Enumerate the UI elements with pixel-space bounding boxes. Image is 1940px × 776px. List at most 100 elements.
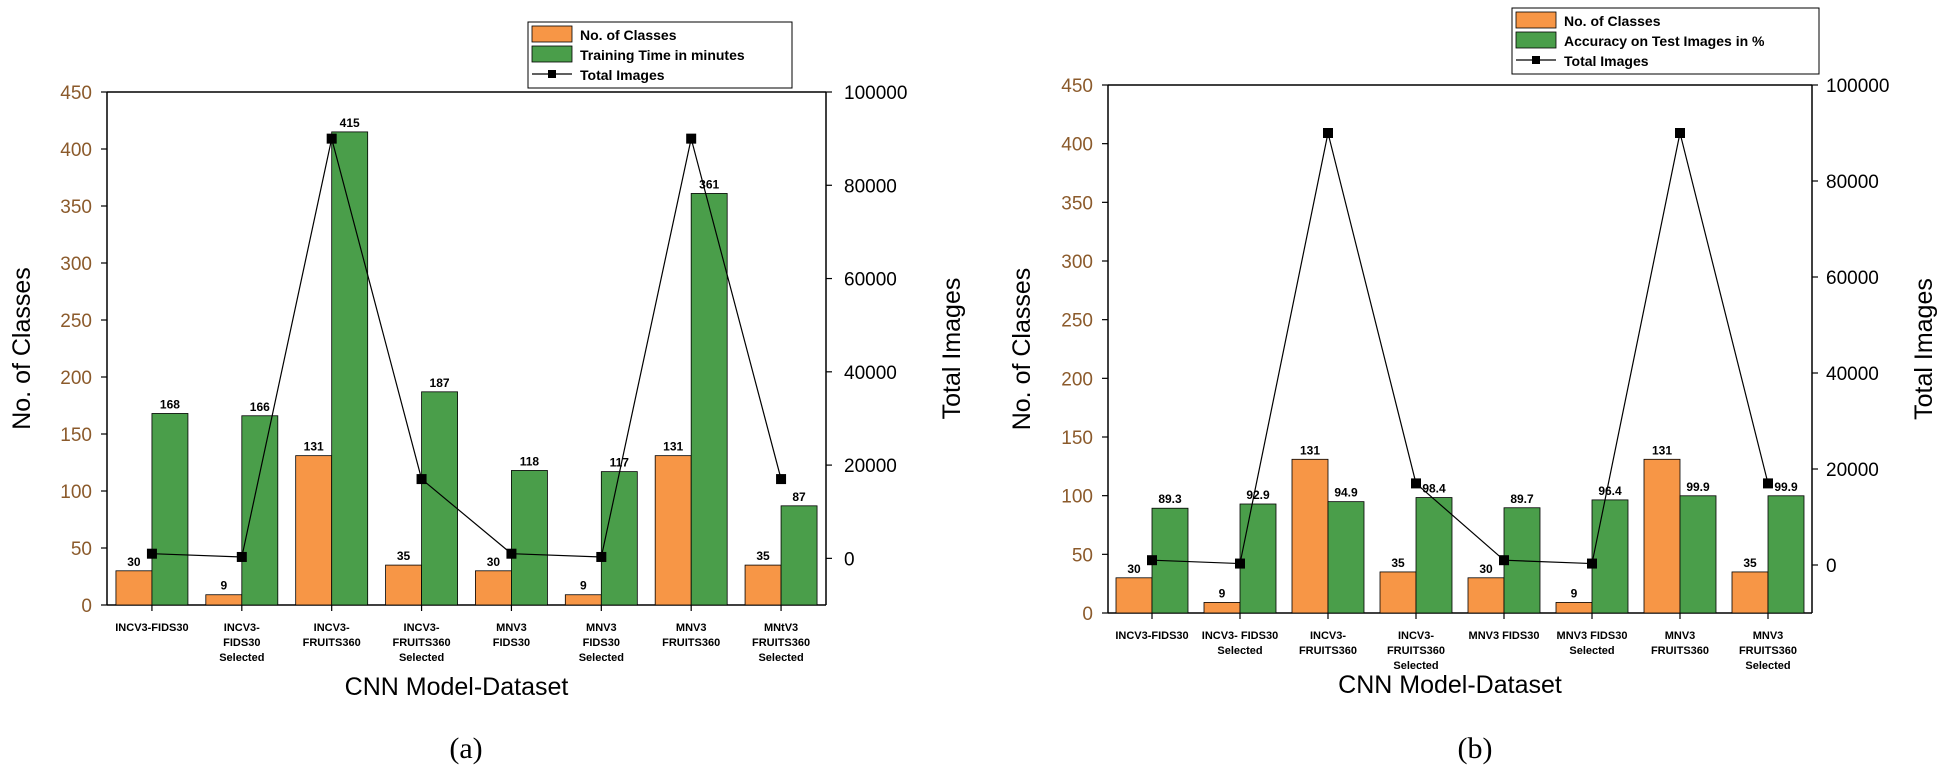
- y2-tick-label: 0: [844, 549, 855, 570]
- bar-data-label: 35: [1391, 556, 1405, 570]
- bar-classes: [654, 455, 692, 606]
- total-images-line: [151, 138, 782, 558]
- bar-data-label: 89.3: [1158, 492, 1182, 506]
- bar-secondary: [1415, 497, 1453, 614]
- bar-secondary: [1767, 495, 1805, 614]
- bar-secondary: [1591, 499, 1629, 614]
- chart-panel-2: 0 50 100 150 200 250 300 350 400 450 0 20000 40000 60…: [1008, 7, 1938, 765]
- legend: No. of Classes Accuracy on Test Images in…: [1511, 7, 1820, 75]
- bar-data-label: 9: [1571, 586, 1578, 600]
- legend-marker: [1532, 56, 1540, 64]
- x-tick-label-line: FIDS30: [583, 637, 620, 649]
- x-tick-label-line: FIDS30: [493, 637, 530, 649]
- bar-data-label: 166: [250, 400, 270, 414]
- legend-label: Total Images: [580, 67, 665, 83]
- y2-tick-label: 60000: [1826, 268, 1879, 289]
- legend-label: Accuracy on Test Images in %: [1564, 33, 1765, 49]
- bar-classes: [385, 564, 422, 606]
- x-tick-label: MNV3 FRUITS360: [1651, 630, 1709, 657]
- legend-label: Training Time in minutes: [580, 47, 745, 63]
- y-axis-title: No. of Classes: [1008, 268, 1036, 431]
- x-tick-label-line: Selected: [1393, 660, 1438, 672]
- y-tick-label: 50: [71, 539, 92, 560]
- bar-secondary: [1679, 495, 1717, 614]
- x-tick-label-line: Selected: [1217, 645, 1262, 657]
- legend-marker: [548, 70, 556, 78]
- total-images-marker: [506, 548, 517, 559]
- x-tick-label-line: FRUITS360: [752, 637, 810, 649]
- y-tick-label: 150: [1061, 428, 1093, 449]
- x-tick-label-line: MNV3: [586, 622, 617, 634]
- bar-data-label: 30: [127, 555, 141, 569]
- bar-data-label: 35: [397, 549, 411, 563]
- bar-classes: [295, 455, 333, 606]
- x-tick-label-line: INCV3-: [404, 622, 440, 634]
- y-tick-label: 300: [1061, 252, 1093, 273]
- legend-swatch: [531, 45, 573, 63]
- bar-classes: [1115, 577, 1153, 614]
- bar-data-label: 131: [304, 440, 324, 454]
- y2-tick-label: 20000: [1826, 460, 1879, 481]
- bar-data-label: 9: [1219, 586, 1226, 600]
- bar-secondary: [511, 470, 548, 606]
- legend-swatch: [1515, 31, 1557, 49]
- bar-data-label: 92.9: [1246, 488, 1270, 502]
- y-tick-label: 450: [60, 83, 92, 104]
- x-tick-label-line: MNV3: [1665, 630, 1696, 642]
- bar-secondary: [690, 193, 728, 606]
- bar-data-label: 94.9: [1334, 486, 1358, 500]
- y-tick-label: 150: [60, 425, 92, 446]
- bar-classes: [1643, 458, 1681, 614]
- total-images-marker: [1675, 128, 1685, 138]
- x-tick-label-line: INCV3-: [314, 622, 350, 634]
- y-tick-label: 0: [81, 596, 92, 617]
- chart-panel-1: 0 50 100 150 200 250 300 350 400 450 0 20000 40000 60…: [8, 21, 966, 765]
- y-tick-label: 450: [1061, 76, 1093, 97]
- bar-classes: [1203, 602, 1241, 614]
- total-images-marker: [326, 133, 337, 144]
- x-tick-label: MNV3 FIDS30: [1469, 630, 1540, 642]
- x-tick-label: MNV3 FRUITS360 Selected: [1739, 630, 1797, 672]
- bar-data-label: 131: [663, 440, 683, 454]
- panel-label: (a): [449, 732, 482, 765]
- total-images-marker: [1587, 558, 1597, 569]
- total-images-marker: [686, 133, 697, 144]
- bar-data-label: 30: [487, 555, 501, 569]
- y2-axis-title: Total Images: [938, 278, 966, 420]
- bar-classes: [744, 564, 782, 606]
- x-tick-label-line: Selected: [399, 652, 444, 664]
- bar-data-label: 87: [792, 490, 806, 504]
- x-tick-label: INCV3- FIDS30 Selected: [219, 622, 264, 664]
- x-tick-label-line: FIDS30: [223, 637, 260, 649]
- y-tick-label: 50: [1072, 545, 1093, 566]
- x-axis-title: CNN Model-Dataset: [1338, 671, 1562, 699]
- x-tick-label-line: Selected: [1569, 645, 1614, 657]
- y2-tick-label: 100000: [844, 83, 907, 104]
- bar-classes: [1379, 571, 1417, 614]
- y-tick-label: 250: [60, 311, 92, 332]
- x-tick-label-line: MNtV3: [764, 622, 798, 634]
- total-images-marker: [236, 551, 247, 562]
- x-tick-label: MNV3 FRUITS360: [662, 622, 720, 649]
- bar-data-label: 99.9: [1686, 480, 1710, 494]
- x-tick-label: MNV3 FIDS30 Selected: [579, 622, 624, 664]
- x-tick-label-line: MNV3 FIDS30: [1469, 630, 1540, 642]
- y-axis-title: No. of Classes: [8, 267, 36, 430]
- x-tick-label-line: Selected: [219, 652, 264, 664]
- total-images-marker: [1763, 478, 1773, 489]
- x-tick-label-line: INCV3-: [1310, 630, 1346, 642]
- x-tick-label-line: FRUITS360: [393, 637, 451, 649]
- y-tick-label: 300: [60, 254, 92, 275]
- y2-tick-label: 100000: [1826, 76, 1889, 97]
- bar-data-label: 415: [340, 116, 360, 130]
- bar-classes: [1731, 571, 1769, 614]
- total-images-marker: [596, 551, 607, 562]
- total-images-marker: [1499, 555, 1509, 566]
- total-images-line: [1151, 132, 1769, 565]
- y-tick-label: 100: [1061, 487, 1093, 508]
- bar-secondary: [241, 415, 279, 606]
- y2-tick-label: 80000: [844, 176, 897, 197]
- bar-classes: [1291, 458, 1329, 614]
- y2-axis-title: Total Images: [1910, 278, 1938, 420]
